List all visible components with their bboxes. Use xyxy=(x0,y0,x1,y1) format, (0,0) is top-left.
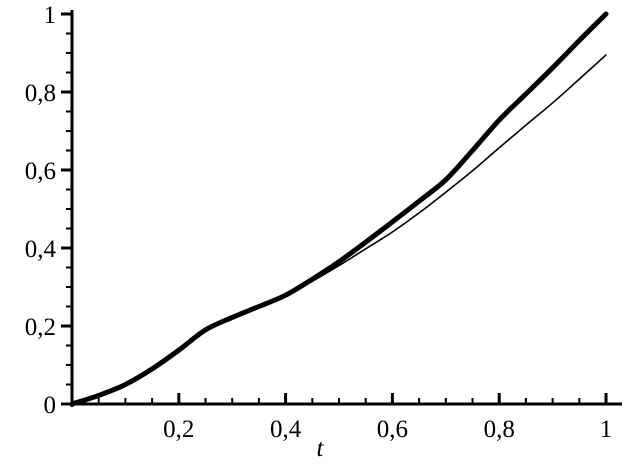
y-tick-label: 0,4 xyxy=(25,236,57,263)
y-axis-tick-labels: 0 0,2 0,4 0,6 0,8 1 xyxy=(25,2,57,419)
x-tick-label: 0,8 xyxy=(484,416,515,443)
x-tick-label: 0,2 xyxy=(163,416,194,443)
x-tick-label: 0,4 xyxy=(270,416,302,443)
x-tick-label: 1 xyxy=(600,416,613,443)
y-tick-label: 0 xyxy=(44,392,57,419)
y-tick-label: 0,6 xyxy=(25,158,56,185)
data-series-group xyxy=(69,11,609,407)
x-axis-tick-labels: 0,2 0,4 0,6 0,8 1 xyxy=(163,416,612,443)
axes-group xyxy=(69,10,622,407)
x-axis-ticks xyxy=(70,393,608,404)
y-tick-label: 1 xyxy=(44,2,57,29)
x-tick-label: 0,6 xyxy=(377,416,408,443)
y-tick-label: 0,8 xyxy=(25,80,56,107)
y-axis-ticks xyxy=(61,12,72,406)
series-thick-curve xyxy=(69,11,609,407)
x-axis-label: t xyxy=(317,435,325,462)
y-tick-label: 0,2 xyxy=(25,314,56,341)
series-thin-curve xyxy=(71,54,607,405)
